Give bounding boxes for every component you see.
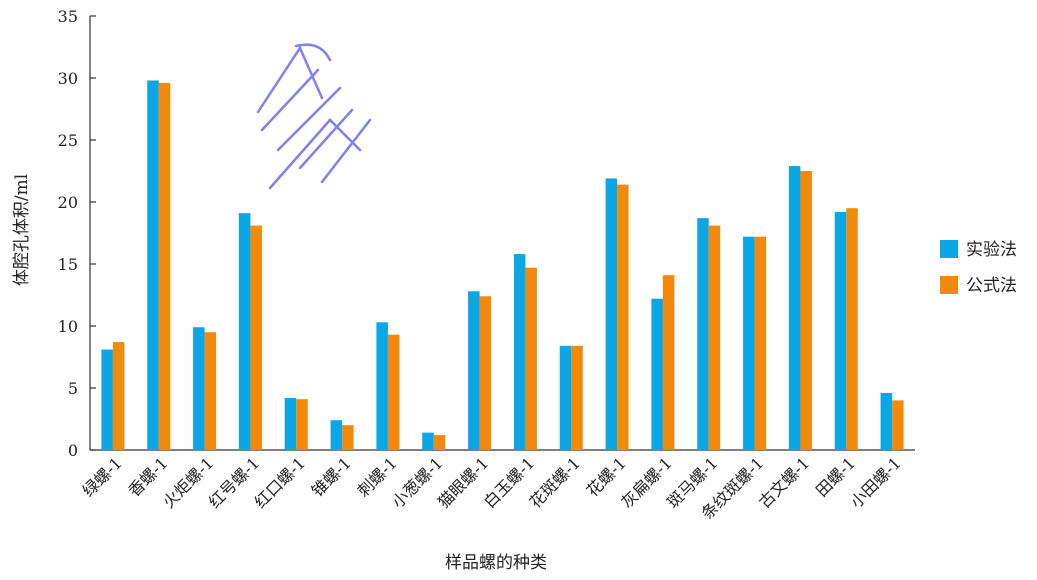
y-tick-label: 15 [58, 255, 78, 274]
bar-series1-9 [468, 291, 480, 450]
bar-series2-17 [846, 208, 858, 450]
bar-series2-7 [387, 334, 400, 450]
bar-series1-17 [834, 211, 847, 450]
bar-series2-5 [296, 399, 308, 450]
x-tick-label: 小田螺-1 [847, 453, 905, 511]
bar-series2-4 [250, 225, 262, 450]
bar-series2-6 [342, 425, 354, 450]
bar-series1-8 [422, 432, 434, 450]
bar-series1-14 [697, 218, 709, 450]
bar-series1-16 [788, 166, 801, 451]
bar-series1-11 [559, 345, 572, 450]
x-tick-label: 红口螺-1 [251, 453, 309, 511]
y-tick-label: 25 [58, 131, 78, 150]
bar-series2-16 [800, 171, 812, 450]
legend-swatch [940, 276, 958, 294]
bar-series1-15 [743, 236, 755, 450]
bar-series1-4 [238, 213, 251, 450]
bar-series2-10 [525, 267, 537, 450]
bar-series1-3 [193, 327, 205, 450]
bar-series2-12 [617, 184, 629, 450]
bar-series2-15 [754, 236, 767, 450]
legend-label: 公式法 [966, 276, 1017, 296]
bar-series2-8 [433, 435, 446, 450]
bar-series2-18 [892, 400, 904, 450]
bar-series1-12 [605, 178, 618, 450]
bar-series2-11 [571, 345, 583, 450]
bar-series2-13 [662, 275, 675, 450]
bar-series1-2 [147, 80, 159, 450]
bars-group [101, 80, 904, 451]
watermark-glyph [256, 43, 372, 190]
bar-series1-6 [330, 420, 343, 450]
x-tick-label: 锥螺-1 [308, 453, 355, 500]
x-axis-title: 样品螺的种类 [445, 553, 547, 573]
bar-series2-3 [204, 332, 217, 450]
y-tick-label: 10 [58, 317, 78, 336]
bar-series2-2 [158, 82, 171, 451]
y-tick-label: 20 [58, 193, 78, 212]
bar-series1-10 [513, 254, 526, 450]
y-axis-title: 体腔孔体积/ml [12, 174, 32, 286]
legend-label: 实验法 [966, 240, 1017, 260]
y-tick-label: 5 [68, 379, 78, 398]
bar-series1-1 [101, 349, 113, 450]
bar-series2-14 [708, 225, 721, 450]
y-tick-label: 30 [58, 69, 78, 88]
category-labels: 绿螺-1香螺-1火炬螺-1红号螺-1红口螺-1锥螺-1刺螺-1小葱螺-1猫眼螺-… [79, 453, 905, 523]
bar-series2-1 [112, 342, 125, 450]
bar-series1-13 [651, 298, 663, 450]
bar-series2-9 [479, 296, 492, 450]
bar-series1-18 [880, 392, 893, 450]
bar-series1-5 [284, 397, 297, 450]
y-axis: 0 5 10 15 20 25 30 35 [58, 7, 96, 460]
y-tick-label: 35 [58, 7, 78, 26]
bar-series1-7 [376, 322, 388, 450]
y-tick-label: 0 [68, 441, 78, 460]
x-tick-label: 花斑螺-1 [526, 453, 584, 511]
x-tick-label: 绿螺-1 [79, 453, 126, 500]
legend-swatch [940, 240, 958, 258]
x-tick-label: 古文螺-1 [755, 453, 813, 511]
